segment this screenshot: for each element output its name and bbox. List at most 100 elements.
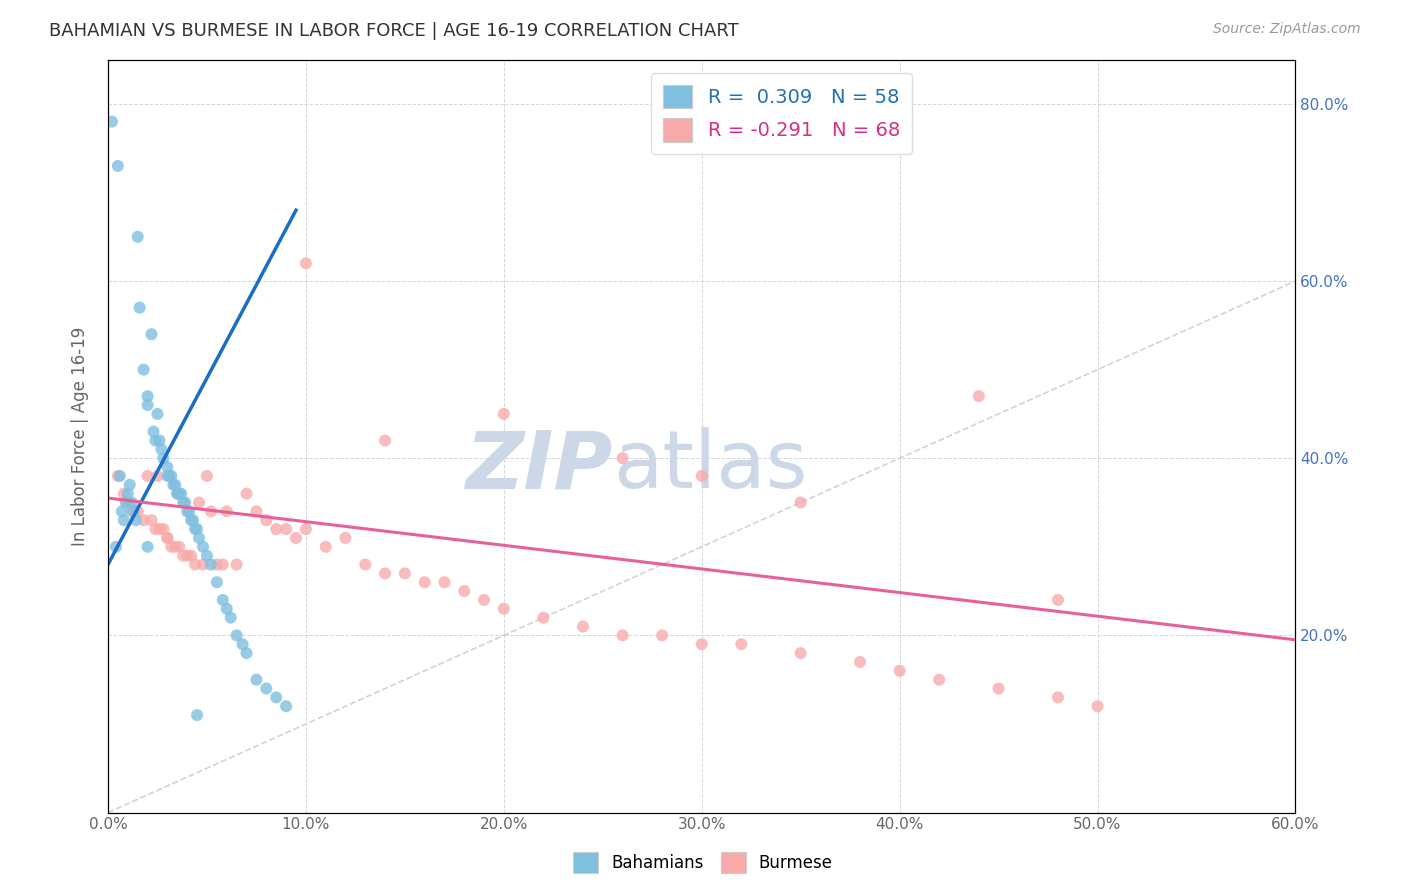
Point	[354, 558, 377, 572]
Point	[274, 522, 297, 536]
Point	[245, 673, 267, 687]
Point	[156, 531, 179, 545]
Point	[145, 434, 167, 448]
Point	[987, 681, 1010, 696]
Point	[180, 513, 202, 527]
Point	[186, 522, 208, 536]
Point	[108, 469, 131, 483]
Point	[101, 114, 124, 128]
Point	[150, 442, 173, 457]
Point	[176, 549, 198, 563]
Point	[136, 398, 159, 412]
Point	[162, 477, 184, 491]
Point	[121, 495, 143, 509]
Point	[141, 513, 163, 527]
Point	[186, 708, 208, 723]
Point	[215, 504, 238, 518]
Point	[690, 469, 713, 483]
Point	[111, 504, 134, 518]
Point	[200, 558, 222, 572]
Point	[264, 690, 287, 705]
Point	[166, 486, 188, 500]
Point	[118, 477, 141, 491]
Point	[104, 540, 127, 554]
Point	[179, 504, 201, 518]
Point	[274, 699, 297, 714]
Point	[1046, 593, 1069, 607]
Point	[156, 531, 179, 545]
Point	[219, 610, 242, 624]
Point	[156, 460, 179, 475]
Point	[531, 610, 554, 624]
Point	[170, 486, 193, 500]
Point	[849, 655, 872, 669]
Point	[335, 531, 357, 545]
Point	[125, 513, 148, 527]
Point	[433, 575, 456, 590]
Point	[690, 637, 713, 651]
Point	[245, 504, 267, 518]
Point	[730, 637, 752, 651]
Point	[789, 646, 811, 660]
Point	[136, 469, 159, 483]
Point	[191, 540, 214, 554]
Point	[172, 495, 194, 509]
Point	[205, 575, 228, 590]
Point	[295, 256, 318, 270]
Point	[127, 229, 149, 244]
Point	[211, 593, 233, 607]
Point	[112, 513, 135, 527]
Point	[225, 628, 247, 642]
Point	[492, 602, 515, 616]
Point	[572, 619, 595, 633]
Point	[205, 558, 228, 572]
Point	[152, 522, 174, 536]
Point	[200, 504, 222, 518]
Point	[145, 522, 167, 536]
Point	[967, 389, 990, 403]
Point	[157, 469, 180, 483]
Point	[107, 159, 129, 173]
Point	[315, 540, 337, 554]
Point	[132, 362, 155, 376]
Point	[254, 681, 277, 696]
Point	[295, 522, 318, 536]
Point	[184, 558, 207, 572]
Text: atlas: atlas	[613, 427, 807, 505]
Point	[188, 495, 211, 509]
Y-axis label: In Labor Force | Age 16-19: In Labor Force | Age 16-19	[72, 326, 89, 546]
Point	[127, 504, 149, 518]
Point	[136, 540, 159, 554]
Point	[472, 593, 495, 607]
Point	[167, 486, 190, 500]
Point	[235, 486, 257, 500]
Point	[195, 549, 218, 563]
Point	[107, 469, 129, 483]
Point	[174, 495, 197, 509]
Point	[128, 301, 150, 315]
Point	[374, 434, 396, 448]
Point	[612, 451, 634, 466]
Point	[264, 522, 287, 536]
Point	[148, 522, 170, 536]
Point	[1046, 690, 1069, 705]
Text: BAHAMIAN VS BURMESE IN LABOR FORCE | AGE 16-19 CORRELATION CHART: BAHAMIAN VS BURMESE IN LABOR FORCE | AGE…	[49, 22, 740, 40]
Point	[215, 602, 238, 616]
Legend: Bahamians, Burmese: Bahamians, Burmese	[567, 846, 839, 880]
Point	[225, 558, 247, 572]
Point	[612, 628, 634, 642]
Point	[172, 549, 194, 563]
Point	[285, 531, 308, 545]
Legend: R =  0.309   N = 58, R = -0.291   N = 68: R = 0.309 N = 58, R = -0.291 N = 68	[651, 73, 911, 153]
Point	[160, 469, 183, 483]
Point	[117, 486, 139, 500]
Point	[492, 407, 515, 421]
Point	[112, 486, 135, 500]
Point	[394, 566, 416, 581]
Point	[180, 549, 202, 563]
Point	[211, 558, 233, 572]
Point	[232, 637, 254, 651]
Point	[188, 531, 211, 545]
Point	[141, 327, 163, 342]
Text: Source: ZipAtlas.com: Source: ZipAtlas.com	[1213, 22, 1361, 37]
